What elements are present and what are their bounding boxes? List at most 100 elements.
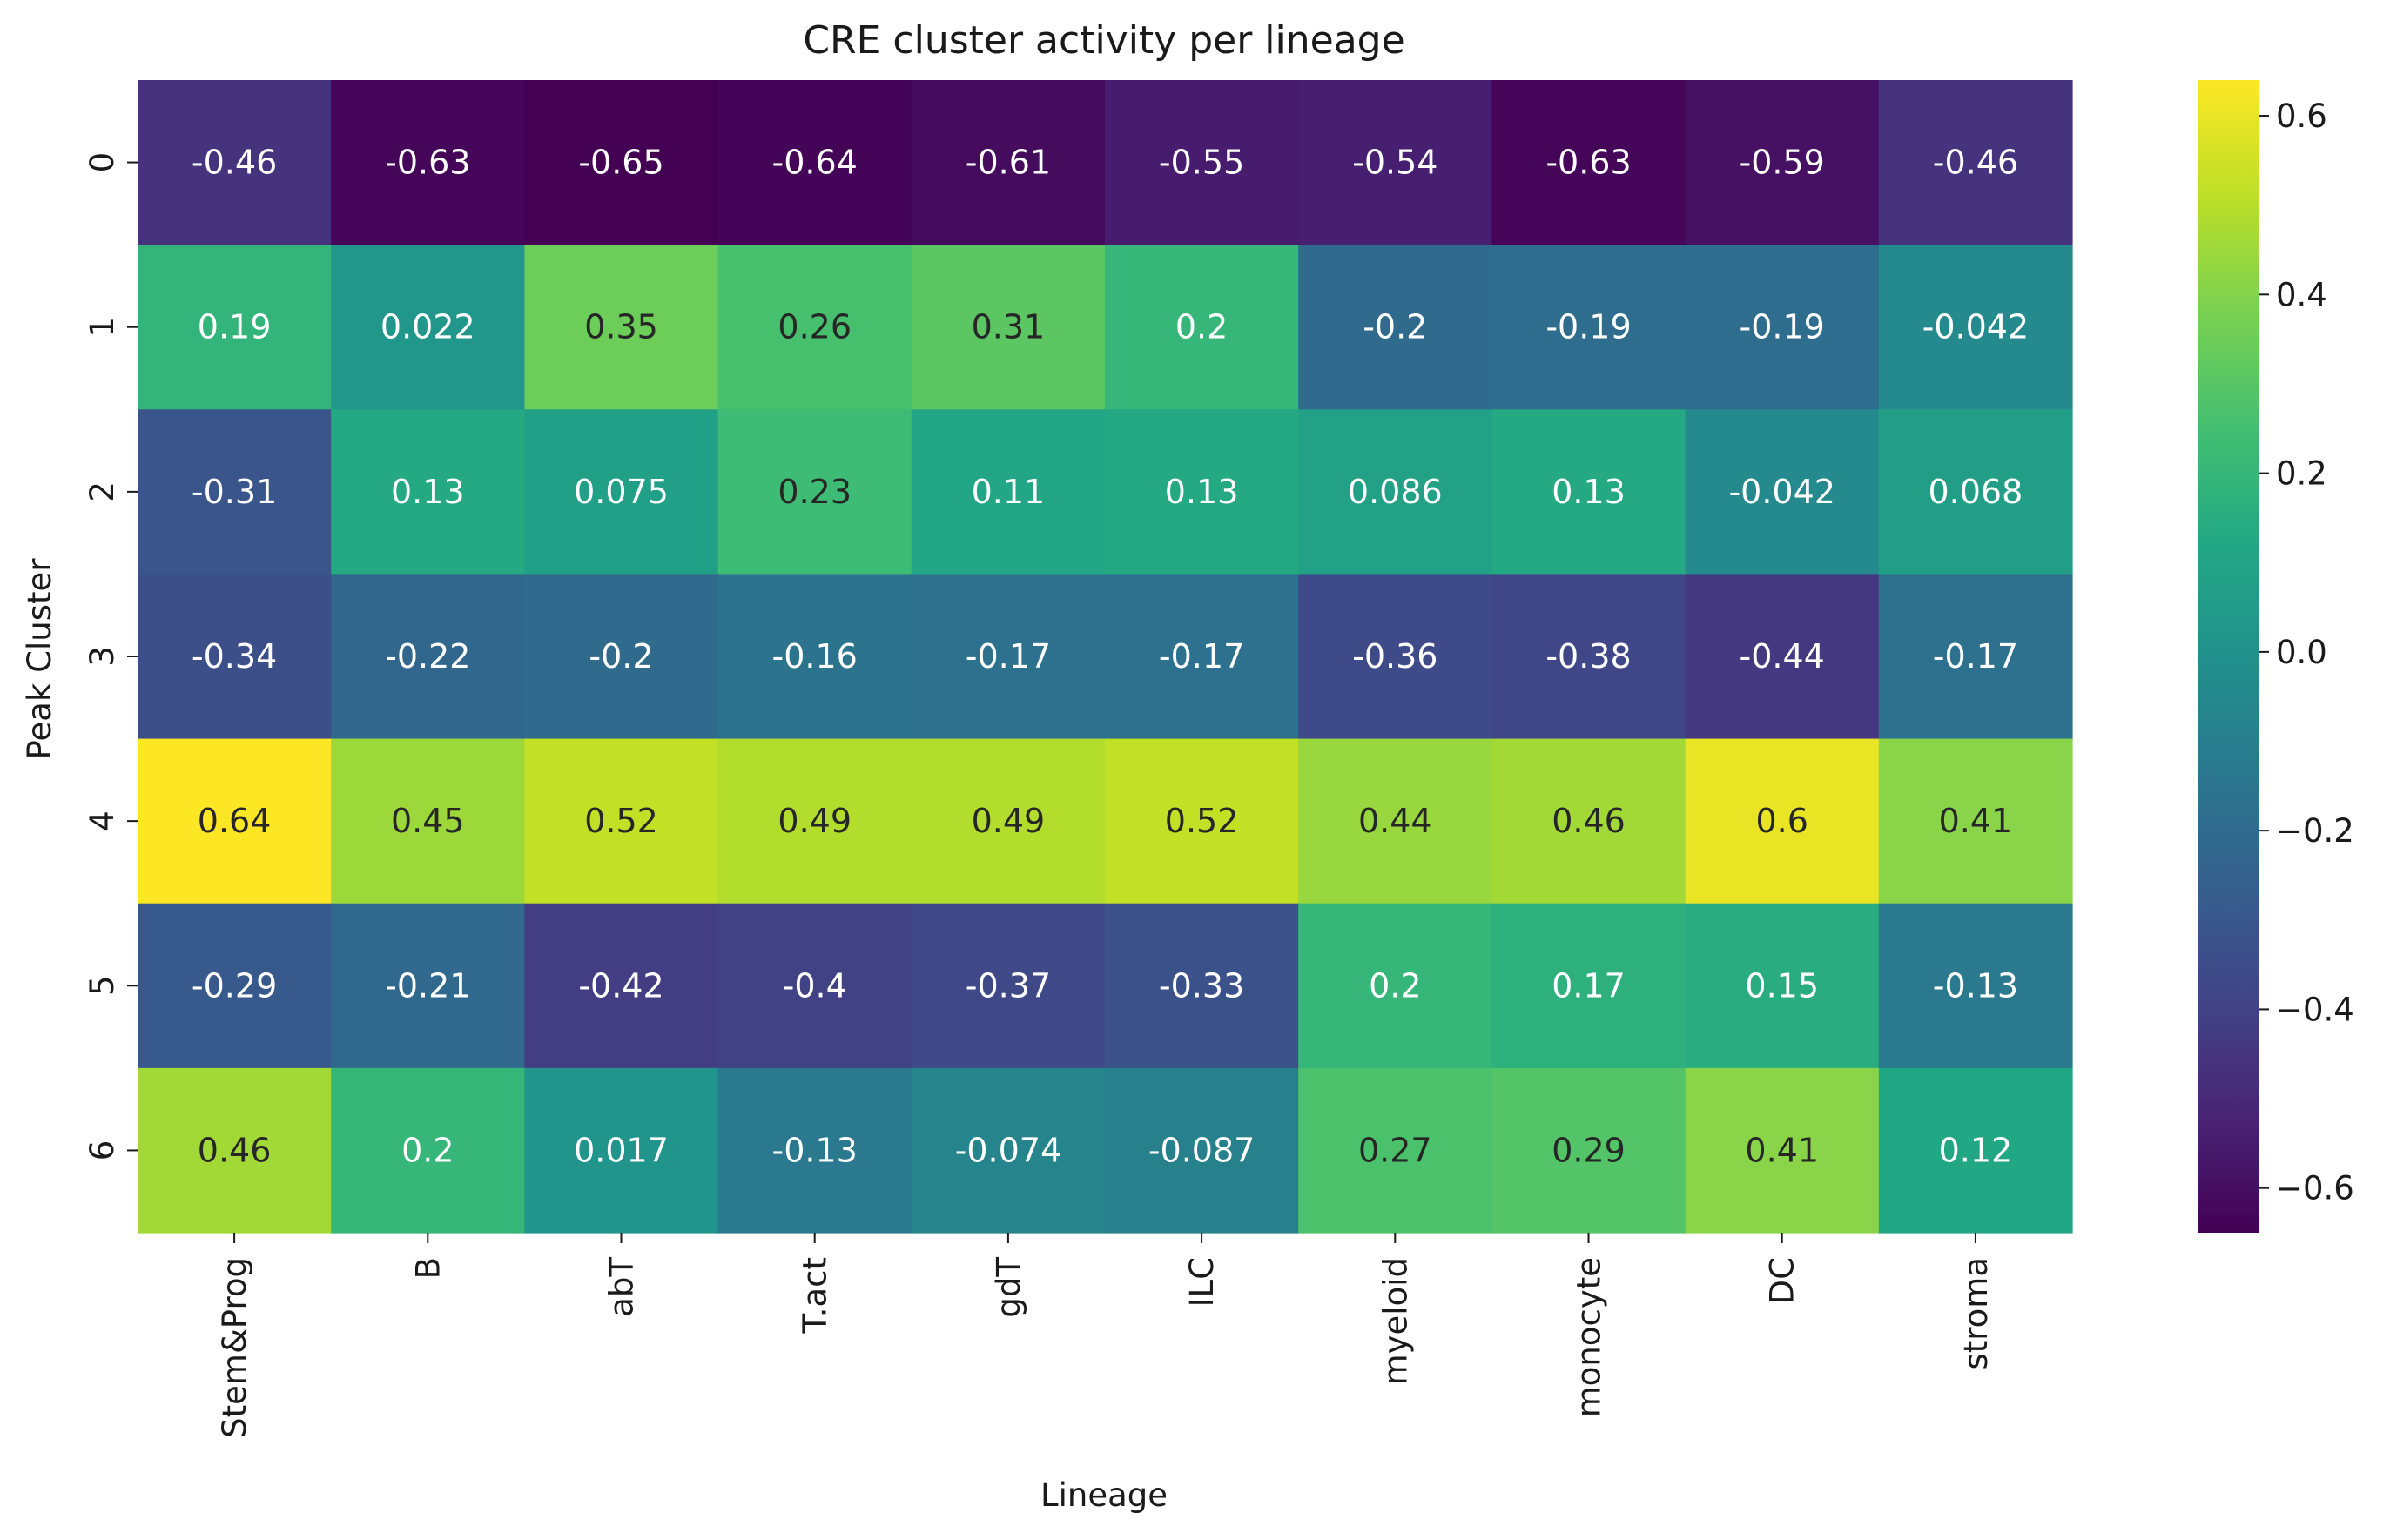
cell-value-label: 0.49: [778, 802, 852, 840]
cell-value-label: 0.49: [972, 802, 1046, 840]
heatmap-cell: [1105, 738, 1299, 904]
heatmap-cell: [138, 409, 332, 575]
cell-value-label: -0.17: [1933, 637, 2018, 676]
cell-value-label: -0.38: [1545, 637, 1631, 676]
heatmap-cell: [331, 738, 525, 904]
cell-value-label: -0.29: [192, 966, 277, 1005]
colorbar-tick-label: −0.6: [2276, 1170, 2354, 1207]
colorbar-tick-label: 0.0: [2276, 634, 2327, 671]
cell-value-label: -0.63: [385, 144, 470, 182]
x-tick-label: abT: [603, 1257, 641, 1317]
cell-value-label: 0.27: [1358, 1131, 1432, 1169]
heatmap-cell: [524, 903, 719, 1069]
heatmap-cell: [1298, 409, 1492, 575]
x-tick-label: myeloid: [1377, 1257, 1414, 1385]
heatmap-cell: [1491, 574, 1686, 740]
heatmap-cell: [1105, 1067, 1299, 1234]
cell-value-label: 0.068: [1929, 473, 2023, 511]
heatmap-cell: [717, 738, 912, 904]
colorbar-tick-label: 0.2: [2276, 455, 2327, 493]
heatmap-cell: [717, 574, 912, 740]
cell-value-label: -0.087: [1148, 1131, 1256, 1169]
cell-value-label: -0.13: [1933, 966, 2018, 1005]
heatmap-cell-labels: -0.46 -0.63 -0.65 -0.64 -0.61 -0.55 -0.54 -0.63…: [192, 144, 2029, 1170]
cell-value-label: -0.074: [955, 1131, 1062, 1169]
cell-value-label: -0.46: [192, 144, 277, 182]
x-tick-label: T.act: [797, 1257, 834, 1335]
heatmap-cell: [911, 80, 1106, 245]
heatmap-cell: [1298, 738, 1492, 904]
y-tick-label: 3: [84, 646, 121, 667]
heatmap-cell: [717, 1067, 912, 1234]
heatmap-cell: [524, 80, 719, 245]
cell-value-label: -0.34: [192, 637, 277, 676]
cell-value-label: -0.63: [1545, 144, 1631, 182]
cell-value-label: -0.36: [1352, 637, 1437, 676]
cell-value-label: -0.22: [385, 637, 470, 676]
cell-value-label: -0.17: [1159, 637, 1244, 676]
cell-value-label: -0.31: [192, 473, 277, 511]
heatmap-cell: [331, 903, 525, 1069]
cell-value-label: 0.2: [401, 1131, 454, 1169]
heatmap-cell: [1878, 574, 2073, 740]
heatmap-cell: [1298, 903, 1492, 1069]
x-tick-label: ILC: [1183, 1257, 1221, 1307]
x-tick-label: Stem&Prog: [216, 1257, 253, 1438]
cell-value-label: 0.45: [391, 802, 465, 840]
heatmap-cell: [1105, 409, 1299, 575]
cell-value-label: 0.6: [1755, 802, 1808, 840]
cell-value-label: 0.022: [380, 308, 475, 346]
heatmap-cell: [911, 574, 1106, 740]
cell-value-label: -0.13: [772, 1131, 858, 1169]
heatmap-cell: [524, 574, 719, 740]
x-tick-label: B: [409, 1257, 447, 1279]
heatmap-cell: [717, 80, 912, 245]
heatmap-cell: [524, 1067, 719, 1234]
heatmap-cell: [1491, 245, 1686, 410]
heatmap-cell: [331, 574, 525, 740]
heatmap-cell: [1878, 409, 2073, 575]
heatmap-cell: [1491, 738, 1686, 904]
colorbar: 0.6 0.4 0.2 0.0 −0.2 −0.4 −0.6: [2198, 80, 2354, 1233]
cell-value-label: -0.65: [578, 144, 663, 182]
heatmap-cell: [1685, 409, 1880, 575]
heatmap-cell: [1685, 80, 1880, 245]
heatmap-cell: [138, 574, 332, 740]
heatmap-cell: [1878, 80, 2073, 245]
heatmap-cell: [331, 409, 525, 575]
heatmap-cell: [138, 80, 332, 245]
cell-value-label: 0.17: [1552, 966, 1626, 1005]
heatmap-cell: [911, 903, 1106, 1069]
cell-value-label: 0.41: [1745, 1131, 1819, 1169]
cell-value-label: 0.52: [1165, 802, 1239, 840]
heatmap-cell: [911, 245, 1106, 410]
cell-value-label: -0.59: [1740, 144, 1825, 182]
heatmap-cell: [1685, 738, 1880, 904]
chart-title: CRE cluster activity per lineage: [803, 18, 1404, 63]
x-tick-label: gdT: [990, 1257, 1027, 1318]
cell-value-label: -0.64: [772, 144, 858, 182]
cell-value-label: -0.2: [589, 637, 653, 676]
heatmap-cell: [1105, 903, 1299, 1069]
heatmap-cell: [911, 738, 1106, 904]
cell-value-label: 0.44: [1358, 802, 1432, 840]
heatmap-cell: [138, 1067, 332, 1234]
y-tick-label: 1: [84, 317, 121, 338]
cell-value-label: 0.41: [1939, 802, 2013, 840]
heatmap-cell: [1298, 80, 1492, 245]
cell-value-label: -0.16: [772, 637, 858, 676]
cell-value-label: -0.21: [385, 966, 470, 1005]
heatmap-cell: [1105, 80, 1299, 245]
heatmap-cell: [524, 409, 719, 575]
cell-value-label: -0.37: [966, 966, 1051, 1005]
cell-value-label: 0.11: [972, 473, 1046, 511]
heatmap-cells: [138, 80, 2073, 1234]
cell-value-label: 0.15: [1745, 966, 1819, 1005]
cell-value-label: 0.31: [972, 308, 1046, 346]
cell-value-label: -0.042: [1728, 473, 1835, 511]
heatmap-cell: [1491, 409, 1686, 575]
heatmap-cell: [1298, 245, 1492, 410]
heatmap-cell: [717, 903, 912, 1069]
